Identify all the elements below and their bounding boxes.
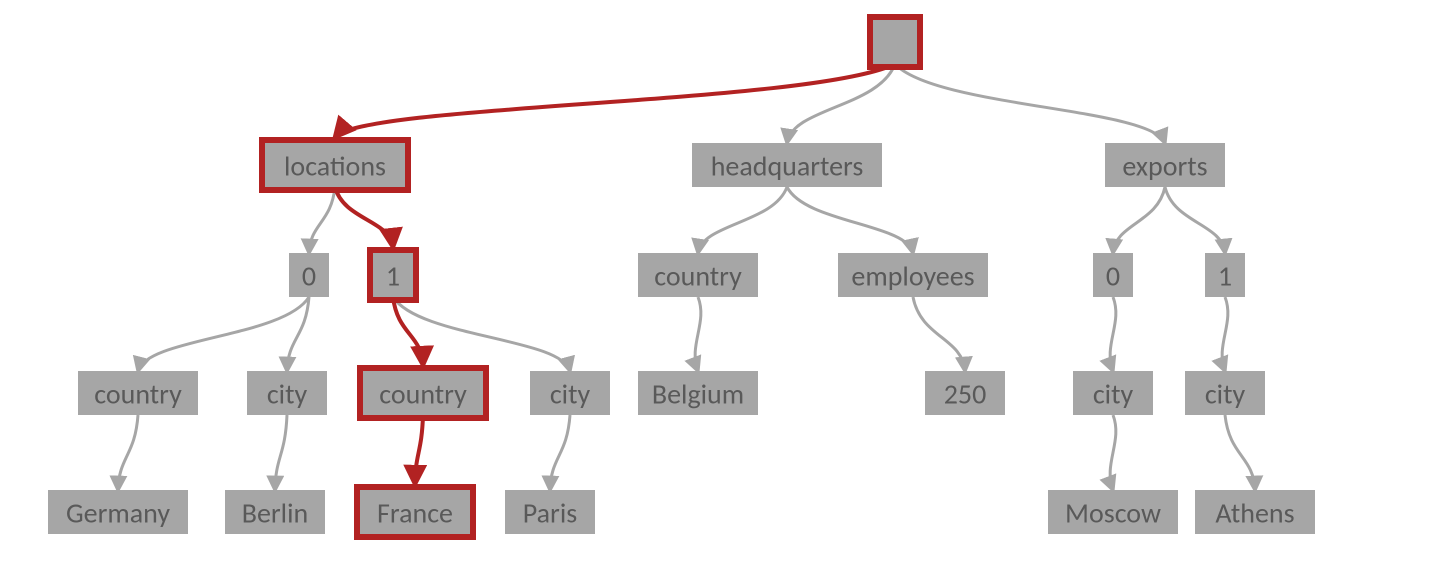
tree-node: country [638,253,758,297]
node-label: city [550,377,591,412]
node-label: country [379,377,467,412]
tree-node: city [1073,371,1153,415]
tree-node: headquarters [692,143,882,187]
tree-node [867,14,923,70]
tree-edge [1222,297,1228,371]
node-label: city [267,377,308,412]
node-label: Germany [66,496,170,531]
tree-node: city [1185,371,1265,415]
tree-edge [118,415,138,490]
node-box [873,20,917,64]
node-label: Paris [523,496,577,531]
tree-node: Moscow [1048,490,1178,534]
tree-edge [1165,187,1225,253]
node-label: country [654,259,742,294]
tree-node: Berlin [225,490,325,534]
tree-edge [895,64,1165,143]
tree-edge [1110,297,1116,371]
tree-node: 0 [289,253,329,297]
node-label: 250 [944,377,987,412]
tree-node: Belgium [638,371,758,415]
tree-node: 1 [1205,253,1245,297]
node-label: exports [1122,149,1207,184]
tree-node: France [354,484,476,540]
node-label: headquarters [711,149,864,184]
node-label: Belgium [652,377,744,412]
tree-node: locations [259,137,411,193]
tree-node: Paris [505,490,595,534]
tree-edge [393,297,423,365]
tree-edge [1225,415,1255,490]
tree-node: country [78,371,198,415]
tree-edge [275,415,287,490]
tree-node: 250 [925,371,1005,415]
tree-edge [1113,187,1165,253]
node-label: employees [851,259,974,294]
tree-node: city [530,371,610,415]
node-label: Berlin [242,496,309,531]
tree-edge [695,297,701,371]
tree-edge [309,187,335,253]
tree-edge [550,415,570,490]
node-label: city [1093,377,1134,412]
node-label: locations [284,149,386,184]
node-label: city [1205,377,1246,412]
tree-node: country [357,365,489,421]
node-label: 0 [302,259,316,294]
node-label: Moscow [1065,496,1161,531]
tree-node: exports [1105,143,1225,187]
node-label: 1 [386,259,400,294]
tree-diagram: locations headquarters exports 0 1 country emp… [0,0,1432,565]
tree-node: Athens [1195,490,1315,534]
tree-edge [138,297,309,371]
node-label: country [94,377,182,412]
node-label: 0 [1106,259,1120,294]
tree-edge [335,64,895,137]
tree-edge [415,415,423,484]
node-label: 1 [1218,259,1232,294]
tree-edge [1110,415,1116,490]
tree-node: employees [838,253,988,297]
tree-edge [913,297,965,371]
tree-node: 0 [1093,253,1133,297]
tree-node: 1 [367,247,419,303]
tree-edge [393,297,570,371]
tree-node: Germany [48,490,188,534]
node-label: France [377,496,453,531]
tree-edge [787,64,895,143]
tree-node: city [247,371,327,415]
node-label: Athens [1215,496,1294,531]
tree-edge [787,187,913,253]
tree-edge [335,187,393,247]
tree-edge [698,187,787,253]
